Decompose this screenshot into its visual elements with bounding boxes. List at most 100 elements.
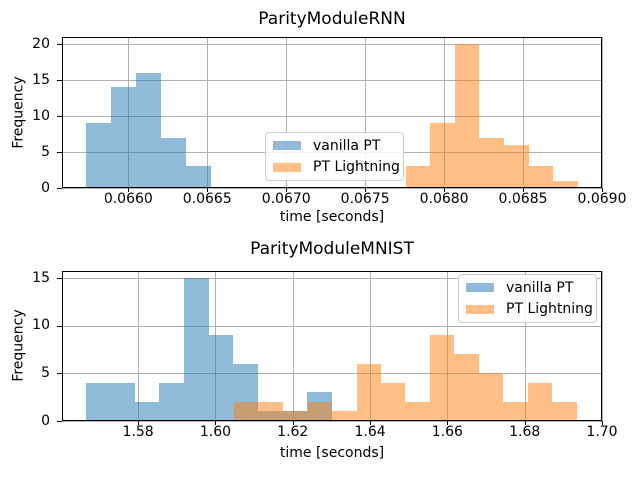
histogram-bar-pt-lightning [479,137,504,188]
legend-label-pt-lightning: PT Lightning [506,301,593,318]
legend-rnn: vanilla PT PT Lightning [265,132,404,181]
histogram-bar-vanilla-pt [159,382,185,421]
histogram-bar-vanilla-pt [135,72,161,188]
histogram-bar-vanilla-pt [184,278,209,421]
histogram-bar-pt-lightning [454,354,479,421]
x-tick-mark [138,421,139,425]
legend-swatch-vanilla-pt-icon [273,141,301,151]
histogram-bar-pt-lightning [234,401,259,421]
x-tick-label: 0.0690 [577,191,627,207]
histogram-bar-pt-lightning [454,44,480,188]
x-tick-mark [293,421,294,425]
gridline-horizontal [62,325,602,327]
legend-label-vanilla-pt: vanilla PT [506,279,574,296]
x-tick-mark [444,188,445,192]
y-tick-label: 0 [41,412,50,429]
y-tick-mark [57,116,62,117]
histogram-bar-pt-lightning [405,401,430,421]
x-tick-label: 1.60 [199,424,232,440]
x-tick-mark [447,421,448,425]
histogram-bar-vanilla-pt [208,335,234,421]
chart-title-rnn: ParityModuleRNN [258,9,406,29]
x-tick-mark [365,188,366,192]
x-tick-mark [128,188,129,192]
legend-entry-vanilla-pt: vanilla PT [466,279,596,297]
legend-entry-pt-lightning: PT Lightning [273,158,403,176]
gridline-vertical [443,37,445,188]
gridline-vertical [369,271,371,421]
histogram-bar-pt-lightning [430,123,455,188]
gridline-vertical [364,37,366,188]
gridline-horizontal [62,372,602,374]
x-axis-label-rnn: time [seconds] [279,209,385,225]
gridline-vertical [292,271,294,421]
y-tick-mark [57,80,62,81]
x-tick-label: 1.64 [354,424,386,440]
x-tick-label: 0.0665 [182,191,232,207]
y-axis-label-mnist: Frequency [10,309,27,382]
x-tick-label: 0.0670 [261,191,311,207]
histogram-bar-pt-lightning [356,363,382,421]
histogram-bar-vanilla-pt [160,137,186,188]
histogram-bar-pt-lightning [283,411,308,421]
gridline-vertical [522,37,524,188]
plot-area-mnist: 1.58 1.60 1.62 1.64 1.66 1.68 1.70 0 5 10 15 [32,270,617,440]
y-tick-mark [57,44,62,45]
y-tick-mark [57,326,62,327]
y-tick-label: 0 [41,179,50,196]
y-tick-label: 5 [41,143,50,160]
y-tick-label: 5 [41,364,50,381]
histogram-bar-pt-lightning [503,401,528,421]
histogram-bar-pt-lightning [528,166,554,188]
y-tick-mark [57,373,62,374]
gridline-vertical [206,37,208,188]
legend-label-vanilla-pt: vanilla PT [313,137,381,154]
y-tick-label: 10 [32,317,50,334]
gridline-vertical [524,271,526,421]
x-tick-label: 0.0675 [340,191,390,207]
histogram-bar-pt-lightning [553,180,578,188]
y-tick-label: 10 [32,107,50,124]
histogram-bar-pt-lightning [332,411,357,421]
x-tick-label: 1.66 [431,424,463,440]
legend-label-pt-lightning: PT Lightning [313,159,400,176]
x-tick-mark [525,421,526,425]
x-tick-label: 0.0680 [419,191,469,207]
x-tick-mark [215,421,216,425]
gridline-horizontal [62,277,602,279]
y-tick-label: 15 [32,269,50,286]
gridline-horizontal [62,187,602,189]
chart-title-mnist: ParityModuleMNIST [250,239,414,259]
x-tick-mark [602,421,603,425]
histogram-bar-pt-lightning [504,144,529,188]
legend-swatch-vanilla-pt-icon [466,283,494,293]
gridline-vertical [137,271,139,421]
histogram-bar-vanilla-pt [85,382,111,421]
histogram-bar-pt-lightning [258,401,284,421]
histogram-bar-pt-lightning [381,382,406,421]
gridline-horizontal [62,79,602,81]
x-axis-label-mnist: time [seconds] [279,445,385,461]
histogram-bar-pt-lightning [527,382,553,421]
y-tick-label: 15 [32,71,50,88]
gridline-horizontal [62,420,602,422]
x-tick-mark [370,421,371,425]
y-tick-mark [57,421,62,422]
x-tick-label: 1.68 [509,424,541,440]
gridline-vertical [601,37,603,188]
histogram-bar-vanilla-pt [185,166,211,188]
x-tick-label: 0.0660 [103,191,153,207]
histogram-bar-pt-lightning [307,401,333,421]
x-tick-mark [523,188,524,192]
histogram-bar-pt-lightning [429,335,455,421]
legend-swatch-pt-lightning-icon [273,162,301,172]
x-tick-label: 1.70 [586,424,618,440]
plot-area-rnn: 0.0660 0.0665 0.0670 0.0675 0.0680 0.0685 0.06… [32,36,626,207]
histogram-bar-vanilla-pt [110,382,135,421]
histogram-bar-vanilla-pt [134,401,160,421]
gridline-vertical [285,37,287,188]
x-tick-mark [207,188,208,192]
legend-entry-vanilla-pt: vanilla PT [273,137,403,155]
gridline-horizontal [62,115,602,117]
